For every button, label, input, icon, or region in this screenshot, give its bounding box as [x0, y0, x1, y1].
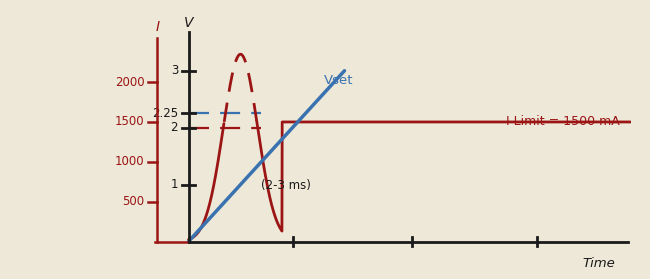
Text: Time: Time: [582, 258, 615, 270]
Text: (2-3 ms): (2-3 ms): [261, 179, 311, 192]
Text: 1: 1: [170, 178, 178, 191]
Text: V: V: [184, 16, 193, 30]
Text: 500: 500: [122, 195, 144, 208]
Text: 1000: 1000: [114, 155, 144, 168]
Text: Vset: Vset: [324, 74, 353, 87]
Text: 2: 2: [170, 121, 178, 134]
Text: 2000: 2000: [114, 76, 144, 89]
Text: I: I: [155, 20, 159, 34]
Text: 1500: 1500: [114, 116, 144, 128]
Text: 3: 3: [171, 64, 178, 77]
Text: I Limit = 1500 mA: I Limit = 1500 mA: [506, 116, 619, 128]
Text: 2.25: 2.25: [152, 107, 178, 120]
